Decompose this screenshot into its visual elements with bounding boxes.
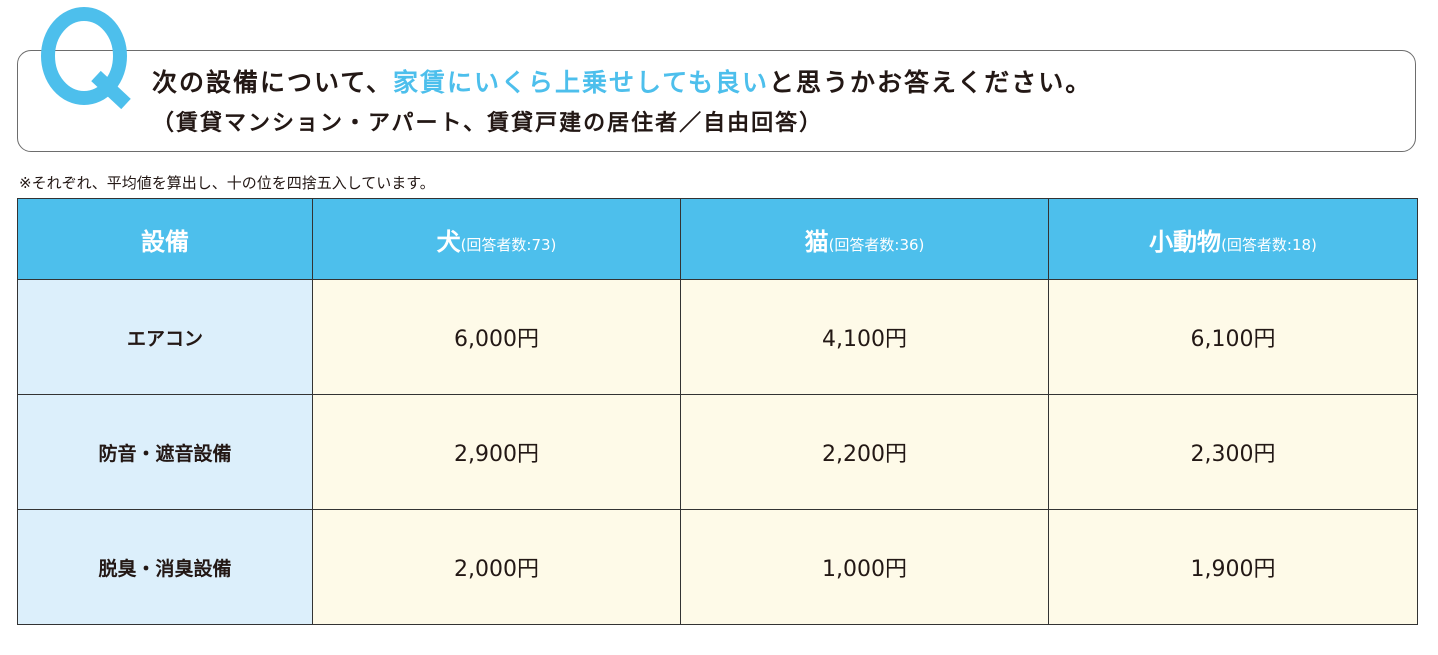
row-label: 脱臭・消臭設備 [17,509,313,625]
table-row: エアコン 6,000円 4,100円 6,100円 [17,279,1418,395]
cell-value: 2,900円 [312,394,681,510]
cell-value: 1,900円 [1048,509,1418,625]
results-table: 設備 犬(回答者数:73) 猫(回答者数:36) 小動物(回答者数:18) エア… [17,198,1418,625]
table-row: 脱臭・消臭設備 2,000円 1,000円 1,900円 [17,509,1418,625]
cell-value: 1,000円 [680,509,1049,625]
q-mark-icon [41,7,131,110]
header-small-animal: 小動物(回答者数:18) [1048,198,1418,280]
cell-value: 2,300円 [1048,394,1418,510]
cell-value: 6,100円 [1048,279,1418,395]
cell-value: 4,100円 [680,279,1049,395]
header-equipment: 設備 [17,198,313,280]
question-subtext: （賃貸マンション・アパート、賃貸戸建の居住者／自由回答） [152,111,824,136]
row-label: 防音・遮音設備 [17,394,313,510]
cell-value: 2,000円 [312,509,681,625]
header-row: 設備 犬(回答者数:73) 猫(回答者数:36) 小動物(回答者数:18) [17,198,1418,280]
cell-value: 6,000円 [312,279,681,395]
footnote: ※それぞれ、平均値を算出し、十の位を四捨五入しています。 [19,174,435,192]
cell-value: 2,200円 [680,394,1049,510]
question-highlight: 家賃にいくら上乗せしても良い [393,68,770,97]
header-dog: 犬(回答者数:73) [312,198,681,280]
row-label: エアコン [17,279,313,395]
table-row: 防音・遮音設備 2,900円 2,200円 2,300円 [17,394,1418,510]
header-cat: 猫(回答者数:36) [680,198,1049,280]
question-box [17,50,1416,152]
question-text: 次の設備について、家賃にいくら上乗せしても良いと思うかお答えください。 [152,68,1093,97]
